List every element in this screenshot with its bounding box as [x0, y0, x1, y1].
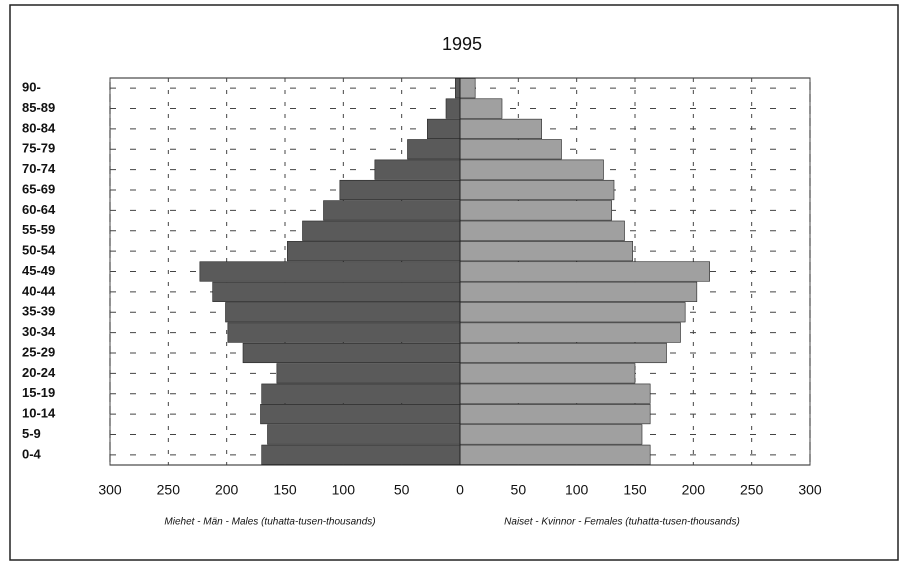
bar — [459, 139, 562, 160]
bar — [459, 281, 698, 302]
y-tick-label: 30-34 — [22, 324, 56, 339]
bar — [287, 241, 461, 262]
x-tick-label: 250 — [157, 482, 181, 498]
bar — [339, 179, 461, 201]
bar — [261, 383, 461, 404]
y-tick-label: 40-44 — [22, 283, 56, 298]
y-tick-label: 60-64 — [22, 202, 56, 217]
bar — [459, 78, 476, 99]
x-tick-label: 300 — [798, 482, 822, 498]
bar — [459, 342, 667, 364]
x-tick-label: 50 — [394, 482, 410, 498]
y-tick-label: 35-39 — [22, 304, 55, 319]
bar — [459, 424, 643, 445]
bar — [242, 342, 461, 364]
bar — [374, 159, 461, 180]
y-tick-label: 5-9 — [22, 426, 41, 441]
x-tick-label: 50 — [511, 482, 527, 498]
x-tick-label: 300 — [98, 482, 122, 498]
y-tick-label: 50-54 — [22, 243, 56, 258]
y-tick-label: 90- — [22, 80, 41, 95]
y-tick-label: 10-14 — [22, 406, 56, 421]
bar — [459, 404, 651, 425]
y-tick-label: 55-59 — [22, 222, 55, 237]
bar — [455, 78, 461, 99]
bar — [261, 444, 461, 465]
bar — [276, 363, 461, 384]
bar — [459, 444, 651, 465]
x-axis-label-left: Miehet - Män - Males (tuhatta-tusen-thou… — [164, 517, 375, 528]
bar — [302, 220, 461, 241]
bar — [227, 322, 461, 343]
y-tick-label: 85-89 — [22, 100, 55, 115]
bar — [459, 241, 633, 262]
x-tick-label: 0 — [456, 482, 464, 498]
y-tick-label: 75-79 — [22, 141, 55, 156]
y-tick-label: 25-29 — [22, 344, 55, 359]
bar — [459, 179, 615, 201]
bar — [459, 363, 636, 384]
bar — [459, 261, 710, 282]
y-tick-label: 65-69 — [22, 181, 55, 196]
y-tick-label: 20-24 — [22, 365, 56, 380]
bar — [459, 200, 612, 221]
chart-title: 1995 — [442, 34, 482, 54]
x-tick-label: 100 — [332, 482, 356, 498]
x-tick-label: 250 — [740, 482, 764, 498]
bar — [267, 424, 461, 445]
bar — [459, 118, 542, 139]
bar — [427, 118, 461, 139]
bar — [459, 322, 681, 343]
bar — [407, 139, 461, 160]
bar — [445, 98, 461, 119]
bar — [225, 302, 461, 323]
y-tick-label: 70-74 — [22, 161, 56, 176]
bar — [323, 200, 461, 221]
bar — [459, 302, 686, 323]
x-tick-label: 150 — [273, 482, 297, 498]
y-tick-label: 0-4 — [22, 446, 42, 461]
y-tick-label: 80-84 — [22, 120, 56, 135]
x-tick-label: 200 — [682, 482, 706, 498]
y-tick-label: 45-49 — [22, 263, 55, 278]
bar — [212, 281, 461, 302]
bar — [199, 261, 461, 282]
bar — [459, 383, 651, 404]
bar — [459, 159, 604, 180]
x-tick-label: 100 — [565, 482, 589, 498]
bar — [459, 98, 503, 119]
y-tick-label: 15-19 — [22, 385, 55, 400]
x-tick-label: 150 — [623, 482, 647, 498]
x-tick-label: 200 — [215, 482, 239, 498]
bar — [260, 404, 461, 425]
bar — [459, 220, 625, 241]
x-axis-label-right: Naiset - Kvinnor - Females (tuhatta-tuse… — [504, 517, 740, 528]
